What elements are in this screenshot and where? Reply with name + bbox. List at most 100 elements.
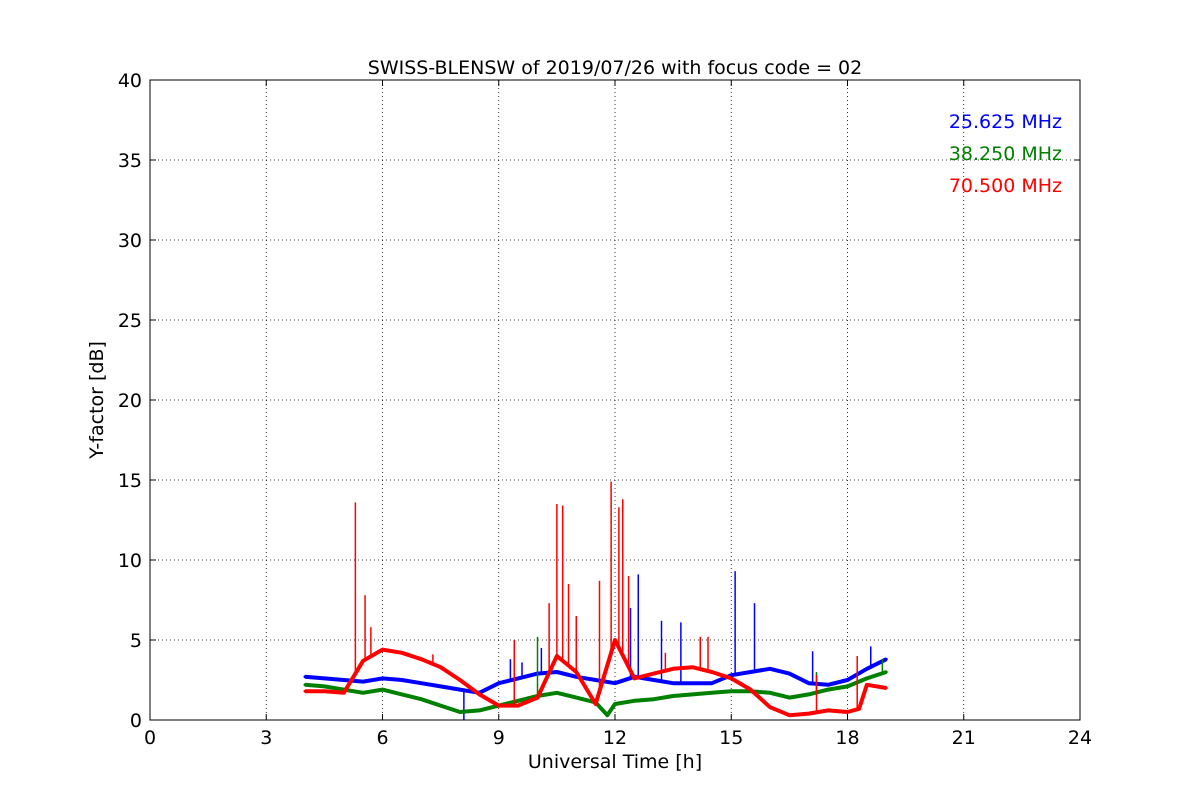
data-point bbox=[652, 672, 656, 676]
data-point bbox=[884, 670, 888, 674]
data-point bbox=[303, 689, 307, 693]
data-point bbox=[322, 689, 326, 693]
data-point bbox=[632, 699, 636, 703]
x-tick-label: 18 bbox=[835, 727, 859, 749]
data-point bbox=[749, 670, 753, 674]
data-point bbox=[768, 667, 772, 671]
data-point bbox=[458, 678, 462, 682]
x-tick-label: 9 bbox=[493, 727, 505, 749]
x-tick-label: 6 bbox=[376, 727, 388, 749]
data-point bbox=[671, 681, 675, 685]
series-line bbox=[305, 638, 887, 718]
data-point bbox=[691, 692, 694, 696]
data-point bbox=[419, 681, 423, 685]
data-point bbox=[477, 692, 481, 696]
data-point bbox=[846, 684, 849, 688]
data-point bbox=[807, 712, 811, 716]
data-point bbox=[787, 713, 791, 717]
data-point bbox=[574, 696, 578, 700]
data-point bbox=[710, 691, 714, 695]
data-point bbox=[613, 638, 617, 642]
x-tick-label: 15 bbox=[719, 727, 743, 749]
data-point bbox=[594, 702, 598, 706]
data-point bbox=[477, 708, 481, 712]
series-lines bbox=[303, 481, 888, 720]
data-point bbox=[865, 676, 869, 680]
y-axis-label: Y-factor [dB] bbox=[86, 341, 108, 460]
data-point bbox=[458, 710, 462, 714]
data-point bbox=[632, 676, 636, 680]
x-tick-label: 3 bbox=[260, 727, 272, 749]
data-point bbox=[613, 702, 617, 706]
y-tick-label: 30 bbox=[118, 230, 142, 252]
data-point bbox=[729, 676, 733, 680]
data-point bbox=[322, 684, 326, 688]
data-point bbox=[729, 673, 733, 677]
data-point bbox=[807, 692, 811, 696]
data-point bbox=[361, 680, 365, 684]
y-tick-label: 15 bbox=[118, 470, 142, 492]
data-point bbox=[826, 688, 830, 692]
data-point bbox=[729, 689, 733, 693]
legend-entry: 70.500 MHz bbox=[949, 175, 1062, 197]
data-point bbox=[652, 678, 656, 682]
y-tick-label: 35 bbox=[118, 150, 142, 172]
y-tick-label: 0 bbox=[130, 710, 142, 732]
data-point bbox=[516, 704, 520, 708]
data-point bbox=[400, 651, 404, 655]
chart-title: SWISS-BLENSW of 2019/07/26 with focus co… bbox=[368, 57, 862, 79]
data-point bbox=[846, 678, 849, 682]
data-point bbox=[439, 704, 443, 708]
grid-lines bbox=[150, 80, 1080, 720]
data-point bbox=[768, 705, 772, 709]
x-tick-label: 12 bbox=[603, 727, 627, 749]
data-point bbox=[857, 707, 861, 711]
x-axis-label: Universal Time [h] bbox=[528, 751, 702, 773]
series-0 bbox=[303, 571, 888, 720]
data-point bbox=[691, 681, 694, 685]
series-line bbox=[304, 657, 888, 695]
data-point bbox=[671, 667, 675, 671]
data-point bbox=[865, 683, 869, 687]
data-point bbox=[826, 708, 830, 712]
data-point bbox=[381, 676, 384, 680]
data-point bbox=[652, 697, 656, 701]
data-point bbox=[361, 691, 365, 695]
data-point bbox=[613, 681, 617, 685]
data-point bbox=[884, 657, 888, 661]
data-point bbox=[419, 657, 423, 661]
data-point bbox=[768, 691, 772, 695]
legend-entry: 25.625 MHz bbox=[949, 111, 1062, 133]
data-point bbox=[691, 665, 694, 669]
data-point bbox=[555, 691, 559, 695]
data-point bbox=[865, 667, 869, 671]
data-point bbox=[342, 691, 346, 695]
data-point bbox=[400, 678, 404, 682]
data-point bbox=[381, 688, 384, 692]
x-tick-label: 21 bbox=[952, 727, 976, 749]
data-point bbox=[419, 697, 423, 701]
y-tick-label: 10 bbox=[118, 550, 142, 572]
data-point bbox=[516, 699, 520, 703]
x-tick-label: 0 bbox=[144, 727, 156, 749]
data-point bbox=[787, 696, 791, 700]
data-point bbox=[381, 648, 384, 652]
data-point bbox=[400, 692, 404, 696]
data-point bbox=[439, 684, 443, 688]
y-tick-label: 40 bbox=[118, 70, 142, 92]
data-point bbox=[846, 710, 849, 714]
axis-ticks: 0 3 6 9 12 15 18 21 24 0 5 10 15 20 25 30 35 40 bbox=[118, 70, 1092, 749]
y-tick-label: 20 bbox=[118, 390, 142, 412]
data-point bbox=[303, 675, 307, 679]
y-tick-label: 5 bbox=[130, 630, 142, 652]
x-tick-label: 24 bbox=[1068, 727, 1092, 749]
data-point bbox=[826, 683, 830, 687]
data-point bbox=[710, 670, 714, 674]
data-point bbox=[516, 676, 520, 680]
data-point bbox=[787, 672, 791, 676]
data-point bbox=[497, 704, 501, 708]
data-point bbox=[605, 713, 609, 717]
legend-entry: 38.250 MHz bbox=[949, 143, 1062, 165]
